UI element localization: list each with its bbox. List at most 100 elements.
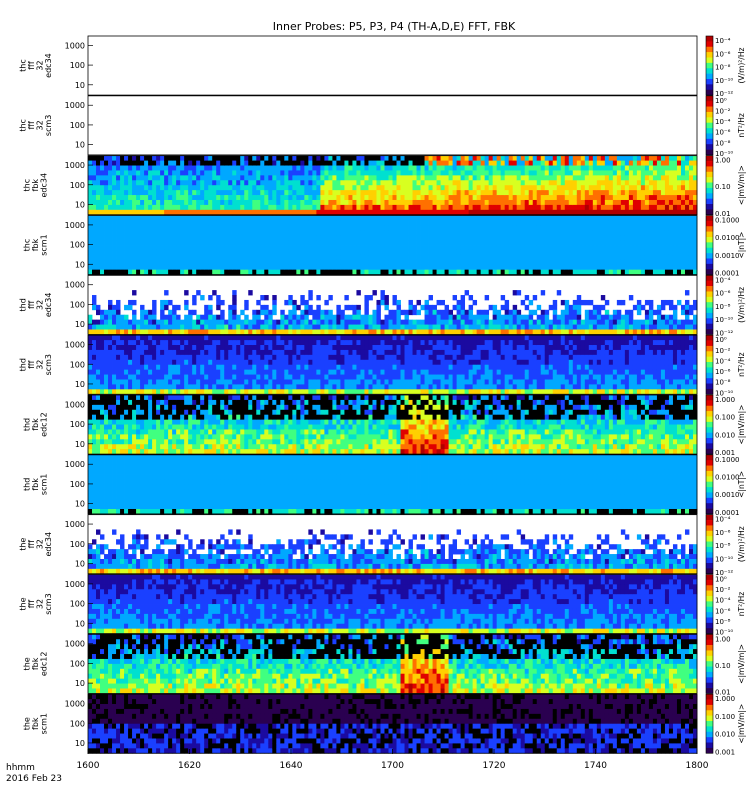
spectrogram-cell	[188, 349, 193, 356]
spectrogram-cell	[652, 160, 658, 166]
spectrogram-cell	[112, 259, 117, 266]
spectrogram-cell	[148, 225, 153, 231]
spectrogram-cell	[288, 220, 293, 226]
spectrogram-cell	[288, 155, 293, 161]
spectrogram-cell	[184, 185, 189, 191]
spectrogram-cell	[180, 324, 185, 330]
spectrogram-cell	[560, 160, 566, 166]
spectrogram-cell	[668, 185, 674, 191]
spectrogram-cell	[616, 190, 622, 196]
spectrogram-cell	[160, 319, 165, 325]
spectrogram-cell	[440, 190, 445, 196]
colorbar-step	[706, 280, 713, 287]
spectrogram-cell	[116, 359, 121, 366]
spectrogram-cell	[500, 199, 506, 206]
spectrogram-cell	[196, 269, 201, 275]
spectrogram-cell	[160, 170, 165, 176]
spectrogram-cell	[112, 335, 117, 341]
spectrogram-cell	[496, 170, 502, 176]
spectrogram-cell	[424, 249, 429, 256]
spectrogram-cell	[584, 185, 590, 191]
spectrogram-cell	[512, 180, 518, 186]
spectrogram-cell	[540, 324, 546, 330]
spectrogram-cell	[372, 314, 377, 321]
spectrogram-cell	[252, 204, 257, 211]
spectrogram-cell	[392, 230, 397, 236]
spectrogram-cell	[500, 264, 506, 271]
spectrogram-cell	[536, 215, 542, 221]
spectrogram-cell	[632, 209, 638, 216]
spectrogram-cell	[100, 249, 105, 256]
spectrogram-cell	[184, 304, 189, 311]
spectrogram-cell	[468, 304, 474, 311]
spectrogram-cell	[684, 309, 690, 316]
spectrogram-cell	[532, 259, 538, 266]
spectrogram-cell	[336, 319, 341, 325]
spectrogram-cell	[220, 309, 225, 316]
spectrogram-cell	[388, 245, 393, 251]
spectrogram-cell	[220, 175, 225, 181]
spectrogram-cell	[124, 175, 129, 181]
spectrogram-cell	[312, 324, 317, 330]
spectrogram-cell	[692, 319, 698, 325]
spectrogram-cell	[500, 240, 506, 246]
spectrogram-cell	[244, 314, 249, 321]
spectrogram-cell	[144, 155, 149, 161]
spectrogram-cell	[116, 190, 121, 196]
spectrogram-cell	[492, 324, 498, 330]
spectrogram-cell	[440, 254, 445, 261]
spectrogram-cell	[320, 309, 325, 316]
spectrogram-cell	[88, 374, 93, 380]
spectrogram-cell	[232, 160, 237, 166]
spectrogram-cell	[544, 165, 550, 171]
spectrogram-cell	[164, 245, 169, 251]
spectrogram-cell	[516, 204, 522, 211]
spectrogram-cell	[608, 269, 614, 275]
spectrogram-cell	[288, 309, 293, 316]
spectrogram-cell	[240, 199, 245, 206]
spectrogram-cell	[320, 254, 325, 261]
spectrogram-cell	[472, 225, 478, 231]
spectrogram-cell	[340, 269, 345, 275]
spectrogram-cell	[328, 269, 333, 275]
spectrogram-cell	[584, 309, 590, 316]
spectrogram-cell	[576, 170, 582, 176]
spectrogram-cell	[500, 225, 506, 231]
spectrogram-cell	[596, 304, 602, 311]
spectrogram-cell	[636, 190, 642, 196]
spectrogram-cell	[544, 235, 550, 241]
spectrogram-cell	[300, 175, 305, 181]
spectrogram-cell	[252, 324, 257, 330]
spectrogram-cell	[452, 190, 458, 196]
spectrogram-cell	[200, 269, 205, 275]
spectrogram-cell	[480, 209, 486, 216]
spectrogram-cell	[652, 199, 658, 206]
panel-label-line: thc	[23, 179, 32, 192]
spectrogram-cell	[276, 175, 281, 181]
spectrogram-cell	[460, 269, 466, 275]
spectrogram-cell	[88, 349, 93, 356]
spectrogram-cell	[460, 209, 466, 216]
spectrogram-cell	[164, 354, 169, 361]
spectrogram-cell	[516, 324, 522, 330]
spectrogram-cell	[532, 199, 538, 206]
spectrogram-cell	[484, 249, 490, 256]
spectrogram-cell	[464, 185, 470, 191]
spectrogram-cell	[496, 209, 502, 216]
spectrogram-cell	[108, 249, 113, 256]
spectrogram-cell	[184, 379, 189, 385]
spectrogram-cell	[464, 235, 470, 241]
spectrogram-cell	[532, 220, 538, 226]
spectrogram-cell	[276, 230, 281, 236]
spectrogram-cell	[204, 245, 209, 251]
spectrogram-cell	[368, 204, 373, 211]
spectrogram-cell	[124, 180, 129, 186]
spectrogram-cell	[108, 335, 113, 341]
spectrogram-cell	[604, 324, 610, 330]
spectrogram-cell	[324, 180, 329, 186]
spectrogram-cell	[124, 269, 129, 275]
spectrogram-cell	[152, 165, 157, 171]
colorbar-tick-label: 10⁻¹⁰	[715, 316, 733, 324]
spectrogram-cell	[332, 209, 337, 216]
spectrogram-cell	[516, 319, 522, 325]
